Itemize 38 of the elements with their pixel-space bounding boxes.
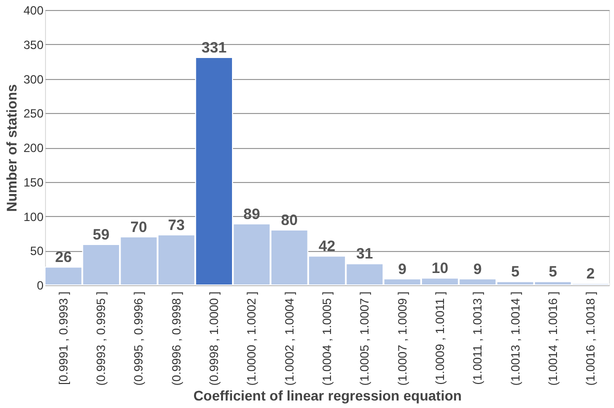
x-tick-label: (1.0005 , 1.0007 ]: [358, 292, 372, 386]
x-tick-label: (0.9993 , 0.9995 ]: [94, 292, 108, 386]
x-tick-label: (1.0009 , 1.0011 ]: [432, 292, 447, 385]
y-tick-label: 350: [23, 38, 44, 52]
data-label: 80: [281, 212, 298, 229]
x-tick-label: (1.0002 , 1.0004 ]: [282, 292, 296, 386]
data-label: 73: [168, 216, 185, 234]
x-tick-label: (0.9998 , 1.0000 ]: [207, 292, 222, 386]
x-tick-label: [0.9991 , 0.9993 ]: [56, 292, 70, 385]
y-tick-label: 150: [23, 175, 44, 190]
data-label: 9: [473, 260, 482, 278]
y-tick-label: 50: [30, 244, 44, 258]
x-tick-label: (1.0016 , 1.0018 ]: [584, 292, 598, 386]
data-label: 2: [586, 266, 595, 283]
x-axis-title: Coefficient of linear regression equation: [193, 388, 462, 404]
x-tick-label: (1.0011 , 1.0013 ]: [470, 292, 485, 385]
x-tick-label: (1.0004 , 1.0005 ]: [320, 292, 334, 386]
data-label: 26: [55, 249, 72, 266]
y-axis-title: Number of stations: [3, 84, 20, 212]
x-tick-label: (1.0000 , 1.0002 ]: [244, 292, 259, 386]
data-label: 5: [548, 264, 558, 281]
x-tick-label: (0.9995 , 0.9996 ]: [132, 292, 146, 386]
x-tick-label: (1.0014 , 1.0016 ]: [546, 292, 560, 386]
data-label: 42: [318, 238, 336, 256]
x-tick-label: (0.9996 , 0.9998 ]: [169, 292, 184, 386]
y-tick-label: 400: [23, 4, 44, 18]
data-label: 70: [130, 218, 148, 236]
data-label: 5: [511, 264, 520, 281]
y-tick-label: 100: [23, 210, 44, 224]
y-tick-label: 250: [23, 106, 44, 121]
data-label: 59: [92, 226, 110, 244]
y-tick-label: 0: [36, 278, 44, 292]
y-tick-label: 200: [23, 141, 44, 155]
y-tick-label: 300: [23, 72, 44, 86]
x-tick-label: (1.0013 , 1.0014 ]: [508, 292, 522, 386]
data-label: 9: [398, 260, 406, 278]
x-tick-label: (1.0007 , 1.0009 ]: [395, 292, 410, 386]
data-label: 10: [432, 260, 448, 278]
